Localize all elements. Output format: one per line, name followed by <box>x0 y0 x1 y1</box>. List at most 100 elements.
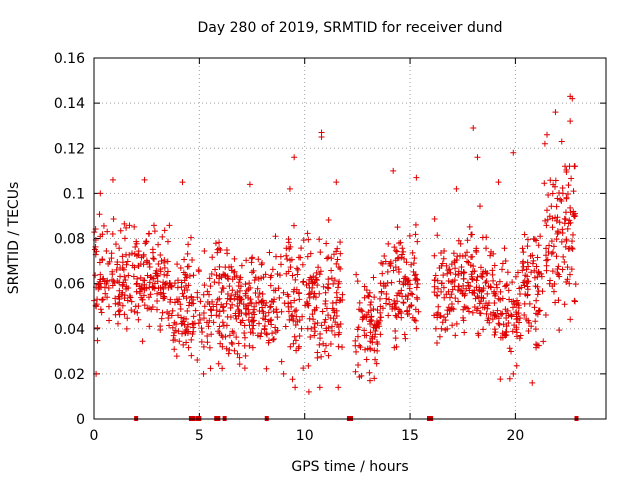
data-point <box>339 291 346 298</box>
data-point <box>389 305 396 312</box>
data-point <box>568 266 575 273</box>
data-point <box>452 265 459 272</box>
data-point <box>290 317 297 324</box>
data-point <box>249 325 256 332</box>
data-point <box>441 294 448 301</box>
y-tick-label: 0.12 <box>54 141 85 157</box>
data-point <box>134 309 141 316</box>
data-point <box>520 258 527 265</box>
data-point <box>386 296 393 303</box>
data-point <box>569 231 576 238</box>
data-point <box>409 249 416 256</box>
data-point <box>314 354 321 361</box>
data-point <box>412 275 419 282</box>
data-point <box>227 305 234 312</box>
data-point <box>135 262 142 269</box>
data-point <box>159 309 166 316</box>
data-point <box>467 262 474 269</box>
data-point <box>329 300 336 307</box>
data-point <box>491 262 498 269</box>
data-point <box>270 336 277 343</box>
data-point <box>259 291 266 298</box>
data-point <box>291 154 298 161</box>
data-point <box>458 263 465 270</box>
data-point <box>471 287 478 294</box>
data-point <box>330 307 337 314</box>
data-point <box>220 307 227 314</box>
data-point <box>401 275 408 282</box>
data-point <box>189 331 196 338</box>
data-point <box>534 342 541 349</box>
data-point <box>554 195 561 202</box>
data-point <box>213 312 220 319</box>
data-point <box>109 268 116 275</box>
data-point <box>569 245 576 252</box>
data-point <box>495 320 502 327</box>
data-point <box>245 294 252 301</box>
data-point <box>199 329 206 336</box>
data-point <box>486 319 493 326</box>
data-point <box>159 233 166 240</box>
data-point <box>112 241 119 248</box>
data-point <box>379 305 386 312</box>
data-point <box>139 296 146 303</box>
data-point <box>312 328 319 335</box>
data-point <box>126 293 133 300</box>
data-point <box>390 267 397 274</box>
data-point <box>502 258 509 265</box>
data-point <box>149 246 156 253</box>
data-point <box>99 296 106 303</box>
data-point <box>130 273 137 280</box>
data-point <box>272 233 279 240</box>
data-point <box>355 362 362 369</box>
data-point <box>161 271 168 278</box>
data-point <box>116 245 123 252</box>
plot-frame <box>93 57 607 420</box>
data-point <box>310 273 317 280</box>
data-point <box>154 290 161 297</box>
data-point <box>563 236 570 243</box>
data-point <box>208 331 215 338</box>
data-point <box>155 285 162 292</box>
data-point <box>524 236 531 243</box>
data-point <box>381 253 388 260</box>
data-point <box>249 344 256 351</box>
data-point <box>569 238 576 245</box>
data-point <box>118 291 125 298</box>
y-tick-label: 0.04 <box>54 322 85 338</box>
data-point <box>170 332 177 339</box>
data-point <box>287 264 294 271</box>
data-point <box>487 252 494 259</box>
data-point <box>257 333 264 340</box>
data-points <box>91 93 579 421</box>
data-point <box>311 320 318 327</box>
data-point <box>164 309 171 315</box>
data-point <box>315 264 322 271</box>
data-point <box>335 343 342 350</box>
data-point <box>161 264 168 271</box>
data-point <box>318 353 325 360</box>
data-point <box>123 224 130 231</box>
data-point <box>208 271 215 278</box>
data-point <box>287 257 294 264</box>
data-point <box>181 256 188 263</box>
data-point <box>468 275 475 282</box>
data-point <box>449 286 456 293</box>
data-point <box>552 109 559 116</box>
data-point <box>432 325 439 332</box>
data-point <box>173 321 180 328</box>
data-point <box>176 296 183 303</box>
data-point <box>245 316 252 323</box>
data-point <box>309 280 316 287</box>
data-point <box>194 294 201 301</box>
data-point <box>336 297 343 304</box>
data-point <box>492 290 499 297</box>
data-point <box>309 311 316 318</box>
data-point <box>334 256 341 263</box>
data-point <box>160 290 167 297</box>
data-point <box>164 258 171 265</box>
data-point <box>384 268 391 275</box>
data-point <box>164 238 171 245</box>
data-point <box>353 348 360 355</box>
data-point <box>516 335 523 342</box>
